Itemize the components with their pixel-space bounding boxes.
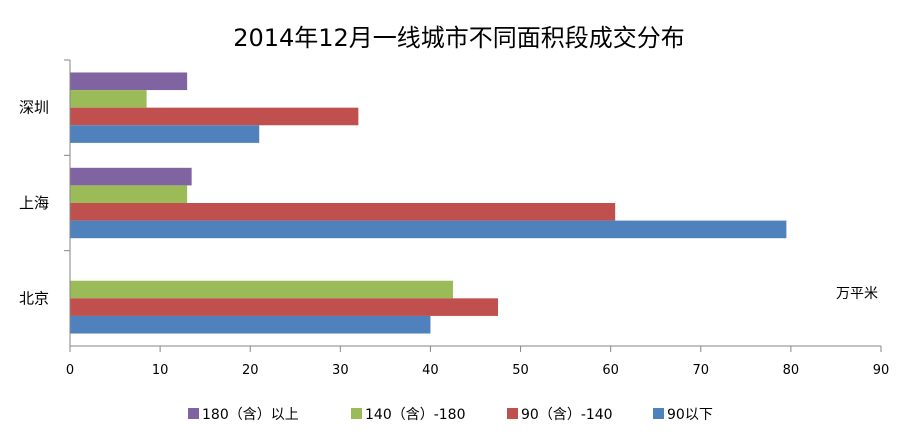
bar-0-1 xyxy=(70,90,147,108)
x-tick-label: 40 xyxy=(422,363,439,378)
bars-group xyxy=(70,72,787,334)
legend-label-0: 180（含）以上 xyxy=(202,407,299,423)
x-tick-label: 60 xyxy=(602,363,619,378)
bar-0-3 xyxy=(70,125,260,143)
bar-0-2 xyxy=(70,107,359,126)
legend-swatch-1 xyxy=(351,408,362,419)
category-label: 北京 xyxy=(19,289,49,307)
x-tick-label: 50 xyxy=(512,363,529,378)
bar-1-1 xyxy=(70,185,188,203)
unit-label: 万平米 xyxy=(836,286,878,302)
bar-1-3 xyxy=(70,220,787,239)
category-label: 深圳 xyxy=(19,99,49,117)
bar-2-3 xyxy=(70,315,431,334)
x-tick-label: 30 xyxy=(332,363,349,378)
legend: 180（含）以上 140（含）-180 90（含）-140 90以下 xyxy=(188,407,713,423)
legend-swatch-3 xyxy=(653,408,664,419)
legend-label-3: 90以下 xyxy=(667,407,713,423)
legend-swatch-0 xyxy=(188,408,199,419)
bar-2-2 xyxy=(70,298,499,316)
category-label: 上海 xyxy=(19,194,49,212)
legend-swatch-2 xyxy=(507,408,518,419)
x-tick-label: 0 xyxy=(66,363,74,378)
bar-0-0 xyxy=(70,72,188,91)
legend-label-2: 90（含）-140 xyxy=(521,407,613,423)
legend-label-1: 140（含）-180 xyxy=(365,407,466,423)
x-axis-ticks: 0 10 20 30 40 50 60 70 80 90 xyxy=(66,346,889,378)
chart-title: 2014年12月一线城市不同面积段成交分布 xyxy=(233,24,685,52)
bar-1-0 xyxy=(70,167,192,186)
x-tick-label: 80 xyxy=(783,363,800,378)
x-tick-label: 90 xyxy=(873,363,890,378)
x-tick-label: 10 xyxy=(152,363,169,378)
bar-1-2 xyxy=(70,203,616,221)
x-tick-label: 70 xyxy=(693,363,710,378)
x-tick-label: 20 xyxy=(242,363,259,378)
bar-2-1 xyxy=(70,280,453,299)
